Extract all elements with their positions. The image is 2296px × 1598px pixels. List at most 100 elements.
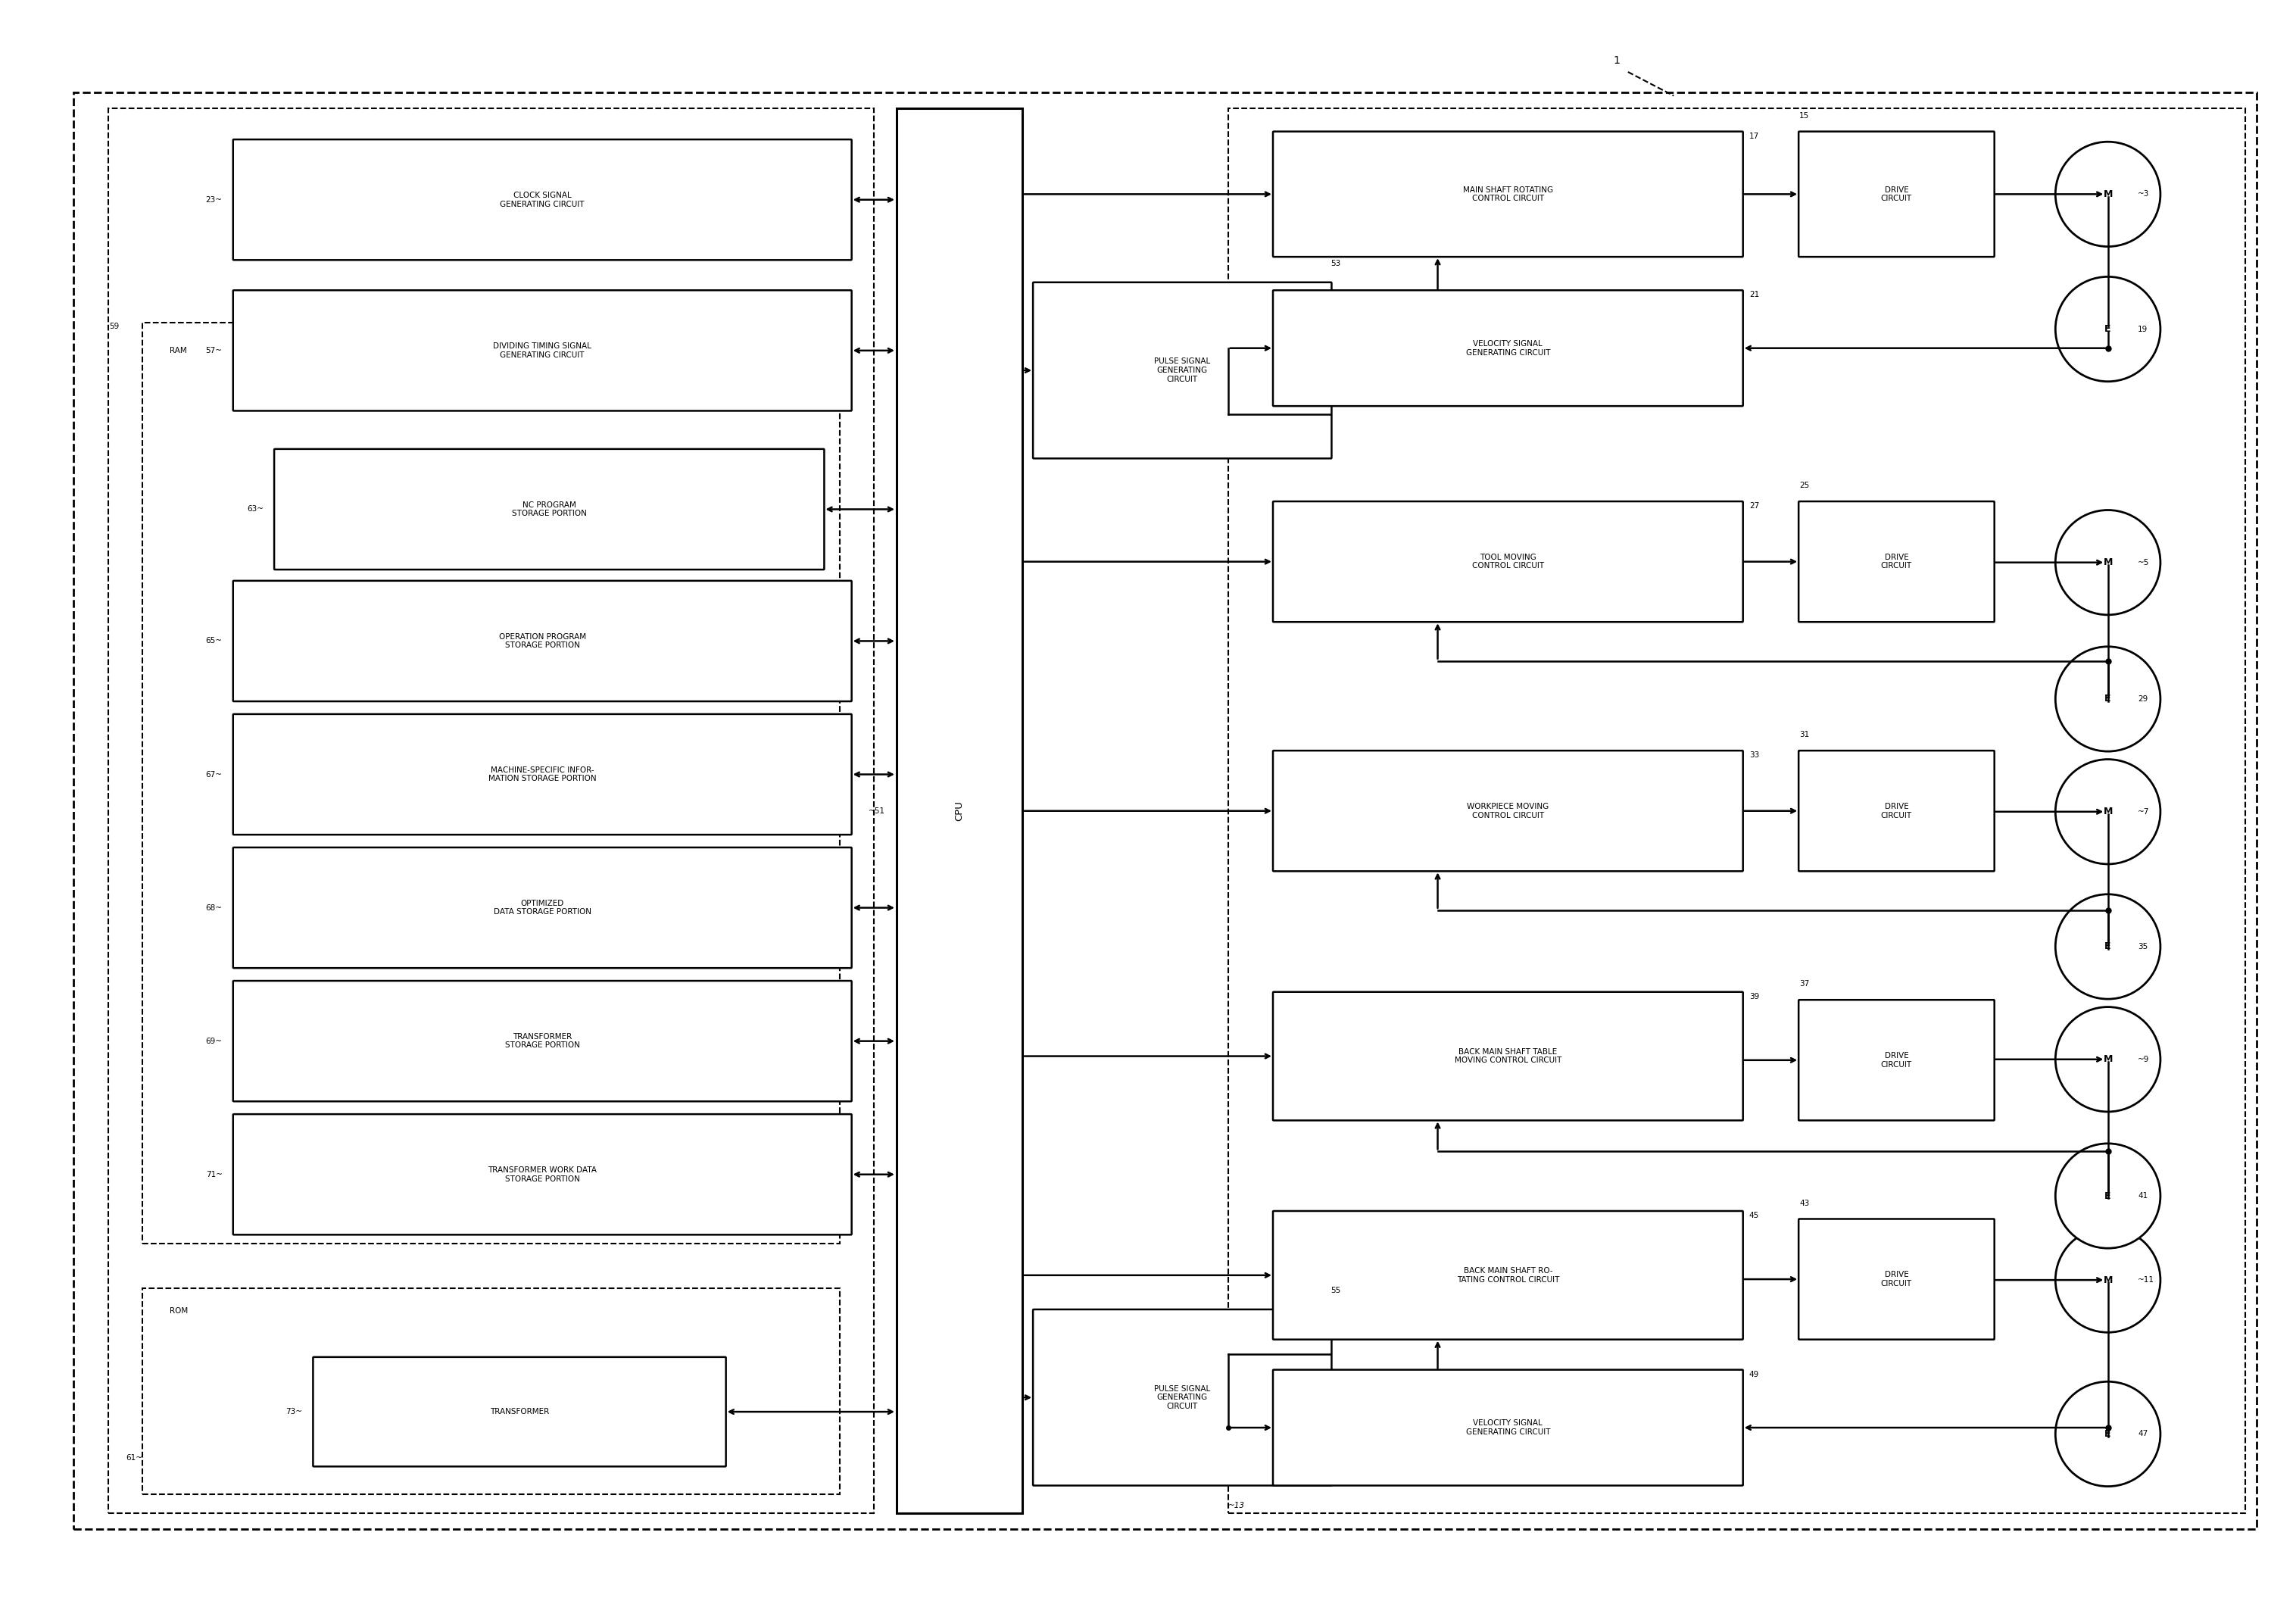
Text: M: M (2103, 807, 2112, 817)
Text: E: E (2105, 694, 2110, 703)
Text: M: M (2103, 1055, 2112, 1064)
Circle shape (2055, 142, 2161, 246)
Text: E: E (2105, 941, 2110, 951)
Text: ~5: ~5 (2138, 559, 2149, 566)
Text: TRANSFORMER
STORAGE PORTION: TRANSFORMER STORAGE PORTION (505, 1032, 581, 1050)
Text: ~51: ~51 (868, 807, 886, 815)
FancyBboxPatch shape (234, 139, 852, 260)
Text: WORKPIECE MOVING
CONTROL CIRCUIT: WORKPIECE MOVING CONTROL CIRCUIT (1467, 802, 1550, 820)
Circle shape (2055, 1144, 2161, 1248)
Text: TRANSFORMER WORK DATA
STORAGE PORTION: TRANSFORMER WORK DATA STORAGE PORTION (487, 1167, 597, 1183)
Text: E: E (2105, 1191, 2110, 1200)
FancyBboxPatch shape (1272, 1211, 1743, 1339)
FancyBboxPatch shape (1272, 291, 1743, 406)
Text: 43: 43 (1800, 1200, 1809, 1206)
Text: 55: 55 (1332, 1286, 1341, 1294)
Text: 57~: 57~ (207, 347, 223, 355)
FancyBboxPatch shape (1272, 1369, 1743, 1486)
Circle shape (2055, 1007, 2161, 1112)
Text: 69~: 69~ (207, 1037, 223, 1045)
Text: 41: 41 (2138, 1192, 2147, 1200)
Text: PULSE SIGNAL
GENERATING
CIRCUIT: PULSE SIGNAL GENERATING CIRCUIT (1155, 358, 1210, 384)
Text: 71~: 71~ (207, 1171, 223, 1178)
Text: 27: 27 (1750, 502, 1759, 510)
Text: 45: 45 (1750, 1211, 1759, 1219)
Bar (108, 109, 875, 1513)
Text: TRANSFORMER: TRANSFORMER (489, 1408, 549, 1416)
Bar (1228, 109, 2245, 1513)
Text: 47: 47 (2138, 1430, 2147, 1438)
FancyBboxPatch shape (1798, 1219, 1995, 1339)
Text: DIVIDING TIMING SIGNAL
GENERATING CIRCUIT: DIVIDING TIMING SIGNAL GENERATING CIRCUI… (494, 342, 592, 358)
Circle shape (2055, 1382, 2161, 1486)
Text: ~11: ~11 (2138, 1277, 2154, 1283)
Bar (898, 109, 1022, 1513)
Text: ~13: ~13 (1228, 1502, 1244, 1509)
Text: 21: 21 (1750, 291, 1759, 299)
Text: MACHINE-SPECIFIC INFOR-
MATION STORAGE PORTION: MACHINE-SPECIFIC INFOR- MATION STORAGE P… (489, 765, 597, 783)
Text: OPTIMIZED
DATA STORAGE PORTION: OPTIMIZED DATA STORAGE PORTION (494, 900, 590, 916)
Text: DRIVE
CIRCUIT: DRIVE CIRCUIT (1880, 802, 1913, 820)
FancyBboxPatch shape (1272, 992, 1743, 1120)
FancyBboxPatch shape (1798, 1000, 1995, 1120)
Circle shape (2055, 759, 2161, 865)
FancyBboxPatch shape (1033, 1309, 1332, 1486)
FancyBboxPatch shape (1272, 502, 1743, 622)
Text: DRIVE
CIRCUIT: DRIVE CIRCUIT (1880, 1270, 1913, 1288)
Circle shape (2055, 510, 2161, 615)
Text: 29: 29 (2138, 695, 2147, 703)
Text: 1: 1 (1614, 56, 1621, 66)
Text: 61~: 61~ (126, 1454, 142, 1462)
Text: TOOL MOVING
CONTROL CIRCUIT: TOOL MOVING CONTROL CIRCUIT (1472, 553, 1543, 570)
Text: 35: 35 (2138, 943, 2147, 951)
Text: E: E (2105, 1429, 2110, 1438)
Text: 63~: 63~ (248, 505, 264, 513)
FancyBboxPatch shape (234, 580, 852, 702)
Text: 19: 19 (2138, 326, 2147, 332)
Bar (142, 1288, 840, 1494)
FancyBboxPatch shape (312, 1357, 726, 1467)
Text: ~7: ~7 (2138, 809, 2149, 815)
Text: RAM: RAM (170, 347, 186, 355)
Text: 49: 49 (1750, 1371, 1759, 1377)
Text: E: E (2105, 324, 2110, 334)
Text: ~9: ~9 (2138, 1056, 2149, 1063)
Text: PULSE SIGNAL
GENERATING
CIRCUIT: PULSE SIGNAL GENERATING CIRCUIT (1155, 1385, 1210, 1409)
Text: 23~: 23~ (207, 197, 223, 203)
Text: ROM: ROM (170, 1307, 188, 1315)
Text: 59: 59 (110, 323, 119, 331)
Text: 65~: 65~ (207, 638, 223, 646)
Text: DRIVE
CIRCUIT: DRIVE CIRCUIT (1880, 553, 1913, 570)
FancyBboxPatch shape (1033, 283, 1332, 459)
Text: MAIN SHAFT ROTATING
CONTROL CIRCUIT: MAIN SHAFT ROTATING CONTROL CIRCUIT (1463, 185, 1552, 203)
Text: 67~: 67~ (207, 770, 223, 778)
FancyBboxPatch shape (1272, 131, 1743, 257)
Circle shape (2055, 895, 2161, 999)
Circle shape (2055, 276, 2161, 382)
FancyBboxPatch shape (1272, 751, 1743, 871)
Text: M: M (2103, 189, 2112, 200)
Text: 25: 25 (1800, 483, 1809, 489)
FancyBboxPatch shape (273, 449, 824, 569)
FancyBboxPatch shape (234, 847, 852, 968)
FancyBboxPatch shape (234, 714, 852, 834)
Text: VELOCITY SIGNAL
GENERATING CIRCUIT: VELOCITY SIGNAL GENERATING CIRCUIT (1465, 340, 1550, 356)
FancyBboxPatch shape (234, 291, 852, 411)
Text: 33: 33 (1750, 751, 1759, 759)
FancyBboxPatch shape (234, 981, 852, 1101)
FancyBboxPatch shape (1798, 131, 1995, 257)
Text: 39: 39 (1750, 992, 1759, 1000)
Text: DRIVE
CIRCUIT: DRIVE CIRCUIT (1880, 1051, 1913, 1069)
Circle shape (2055, 1227, 2161, 1333)
Text: 68~: 68~ (207, 904, 223, 911)
Text: 17: 17 (1750, 133, 1759, 141)
FancyBboxPatch shape (234, 1114, 852, 1235)
Text: 37: 37 (1800, 980, 1809, 988)
Circle shape (2055, 647, 2161, 751)
Text: CLOCK SIGNAL
GENERATING CIRCUIT: CLOCK SIGNAL GENERATING CIRCUIT (501, 192, 585, 208)
Text: M: M (2103, 1275, 2112, 1285)
Text: M: M (2103, 558, 2112, 567)
Bar (142, 323, 840, 1243)
Text: BACK MAIN SHAFT RO-
TATING CONTROL CIRCUIT: BACK MAIN SHAFT RO- TATING CONTROL CIRCU… (1456, 1267, 1559, 1283)
FancyBboxPatch shape (1798, 751, 1995, 871)
